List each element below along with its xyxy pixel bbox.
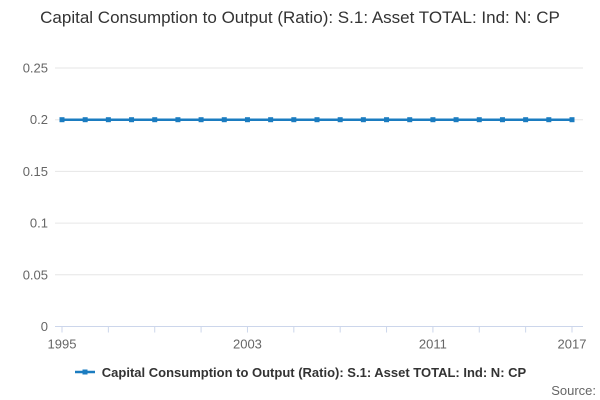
data-point-marker[interactable] [384,117,390,123]
data-point-marker[interactable] [453,117,459,123]
data-point-marker[interactable] [105,117,111,123]
x-axis-tick-label: 2003 [233,337,262,352]
data-point-marker[interactable] [499,117,505,123]
x-axis-tick-label: 2011 [419,337,447,352]
data-point-marker[interactable] [407,117,413,123]
y-axis-tick-label: 0.25 [23,61,48,76]
x-axis-tick-label: 2017 [558,337,587,352]
data-point-marker[interactable] [546,117,552,123]
data-point-marker[interactable] [476,117,482,123]
legend-label: Capital Consumption to Output (Ratio): S… [101,364,527,380]
x-axis-tick-label: 1995 [48,337,77,352]
data-point-marker[interactable] [430,117,436,123]
data-point-marker[interactable] [244,117,250,123]
chart-title: Capital Consumption to Output (Ratio): S… [0,7,600,29]
data-point-marker[interactable] [268,117,274,123]
y-axis-tick-label: 0.2 [30,112,48,127]
data-point-marker[interactable] [337,117,343,123]
chart-title-text: Capital Consumption to Output (Ratio): S… [40,8,560,27]
data-point-marker[interactable] [198,117,204,123]
data-point-marker[interactable] [360,117,366,123]
data-point-marker[interactable] [82,117,88,123]
y-axis-tick-label: 0 [41,319,48,334]
legend-item[interactable]: Capital Consumption to Output (Ratio): S… [0,363,600,381]
data-point-marker[interactable] [59,117,65,123]
data-point-marker[interactable] [291,117,297,123]
data-point-marker[interactable] [152,117,158,123]
data-point-marker[interactable] [129,117,135,123]
data-point-marker[interactable] [175,117,181,123]
data-point-marker[interactable] [523,117,529,123]
data-point-marker[interactable] [221,117,227,123]
y-axis-tick-label: 0.15 [23,164,48,179]
legend-line-icon [74,369,95,375]
data-point-marker[interactable] [314,117,320,123]
y-axis-tick-label: 0.1 [30,216,48,231]
source-label: Source: [551,383,596,398]
data-point-marker[interactable] [569,117,575,123]
y-axis-tick-label: 0.05 [23,267,48,282]
